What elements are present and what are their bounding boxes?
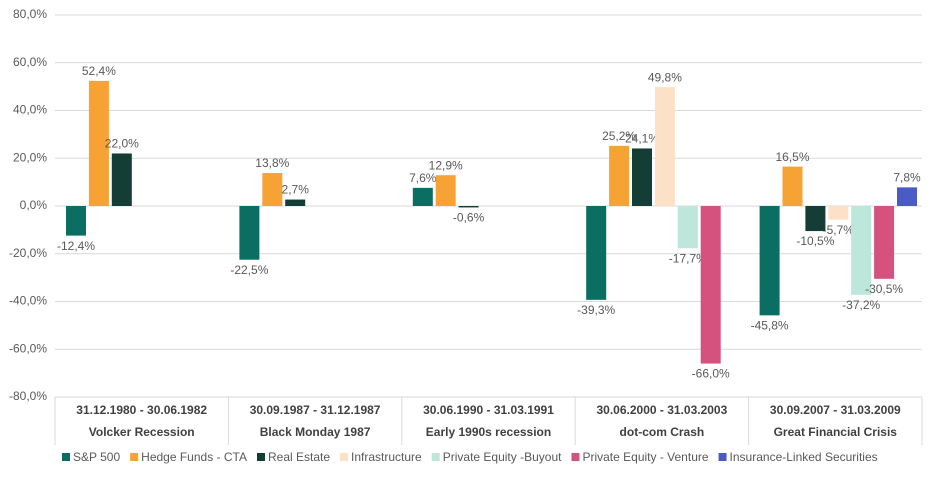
- bar: [828, 206, 849, 220]
- data-label: 7,6%: [409, 171, 437, 185]
- legend-label: Infrastructure: [351, 450, 422, 464]
- bar: [851, 206, 872, 295]
- legend-swatch: [571, 453, 580, 461]
- bar: [609, 145, 630, 206]
- bar: [239, 206, 260, 260]
- data-label: 52,4%: [82, 64, 116, 78]
- bar: [805, 206, 826, 232]
- bar: [759, 206, 780, 316]
- x-tick-label: Black Monday 1987: [260, 425, 371, 439]
- legend-swatch: [718, 453, 727, 461]
- y-tick-label: 0,0%: [20, 198, 48, 212]
- bar: [654, 87, 675, 206]
- data-label: -12,4%: [57, 239, 95, 253]
- legend-swatch: [340, 453, 349, 461]
- data-label: -30,5%: [865, 282, 903, 296]
- bar: [897, 187, 917, 206]
- data-label: 2,7%: [282, 183, 310, 197]
- legend-swatch: [130, 453, 139, 461]
- bar: [700, 206, 721, 364]
- data-label: -17,7%: [669, 251, 707, 265]
- data-label: -39,3%: [577, 303, 615, 317]
- legend-label: Real Estate: [268, 450, 330, 464]
- data-label: -0,6%: [453, 211, 485, 225]
- y-tick-label: 20,0%: [13, 150, 47, 164]
- x-tick-label: Great Financial Crisis: [774, 425, 898, 439]
- data-label: 24,1%: [625, 132, 659, 146]
- data-label: -5,7%: [823, 223, 855, 237]
- bar: [111, 153, 132, 206]
- legend-label: Insurance-Linked Securities: [730, 450, 878, 464]
- x-tick-label: 31.12.1980 - 30.06.1982: [76, 403, 207, 417]
- y-tick-label: 80,0%: [13, 7, 47, 21]
- y-tick-label: 60,0%: [13, 55, 47, 69]
- data-label: 12,9%: [429, 158, 463, 172]
- bar: [782, 166, 803, 206]
- data-label: -10,5%: [796, 234, 834, 248]
- legend-label: Private Equity -Buyout: [443, 450, 562, 464]
- x-tick-label: 30.06.1990 - 31.03.1991: [423, 403, 554, 417]
- legend-label: S&P 500: [73, 450, 120, 464]
- data-label: -22,5%: [230, 263, 268, 277]
- x-tick-label: 30.06.2000 - 31.03.2003: [597, 403, 728, 417]
- bar: [66, 206, 86, 236]
- legend-label: Hedge Funds - CTA: [141, 450, 247, 464]
- y-tick-label: -60,0%: [9, 341, 47, 355]
- bar: [632, 148, 652, 206]
- legend-swatch: [431, 453, 440, 461]
- x-tick-label: 30.09.1987 - 31.12.1987: [250, 403, 381, 417]
- y-tick-label: -40,0%: [9, 294, 47, 308]
- y-tick-label: -80,0%: [9, 389, 47, 403]
- x-tick-label: 30.09.2007 - 31.03.2009: [770, 403, 901, 417]
- data-label: 7,8%: [893, 171, 921, 185]
- data-label: 13,8%: [255, 156, 289, 170]
- data-label: 25,2%: [602, 129, 636, 143]
- data-label: 49,8%: [648, 70, 682, 84]
- data-label: -37,2%: [842, 298, 880, 312]
- bar: [285, 199, 306, 206]
- bar: [88, 80, 109, 206]
- bar: [586, 206, 607, 300]
- y-tick-label: 40,0%: [13, 103, 47, 117]
- data-label: -66,0%: [692, 367, 730, 381]
- bar: [458, 206, 479, 208]
- data-label: 16,5%: [775, 150, 809, 164]
- x-tick-label: dot-com Crash: [620, 425, 705, 439]
- data-label: -45,8%: [751, 319, 789, 333]
- bar: [262, 173, 283, 206]
- bar: [677, 206, 698, 249]
- data-label: 22,0%: [105, 137, 139, 151]
- y-tick-label: -20,0%: [9, 246, 47, 260]
- bar: [412, 187, 433, 206]
- bar: [874, 206, 895, 279]
- bar: [435, 175, 456, 206]
- legend-label: Private Equity - Venture: [582, 450, 708, 464]
- legend-swatch: [256, 453, 265, 461]
- legend-swatch: [62, 453, 70, 461]
- x-tick-label: Early 1990s recession: [426, 425, 551, 439]
- x-tick-label: Volcker Recession: [89, 425, 195, 439]
